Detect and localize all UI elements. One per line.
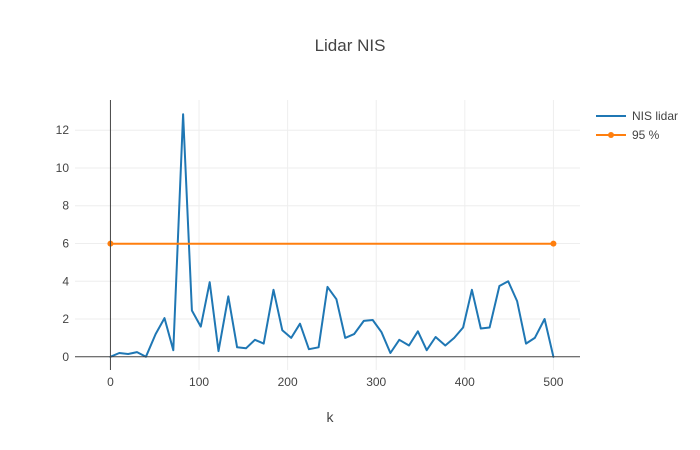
x-tick-label: 200 — [278, 375, 298, 389]
y-tick-label: 0 — [62, 350, 69, 364]
plot-series — [107, 113, 557, 358]
legend-label: 95 % — [632, 128, 660, 142]
x-tick-label: 500 — [543, 375, 563, 389]
chart-title: Lidar NIS — [315, 36, 386, 55]
x-tick-label: 300 — [366, 375, 386, 389]
y-tick-label: 6 — [62, 236, 69, 250]
grid — [75, 100, 580, 370]
legend[interactable]: NIS lidar 95 % — [596, 109, 678, 142]
y-tick-label: 2 — [62, 312, 69, 326]
legend-label: NIS lidar — [632, 109, 678, 123]
y-tick-label: 10 — [56, 161, 70, 175]
y-tick-label: 8 — [62, 199, 69, 213]
axes: 0 100 200 300 400 500 0 2 4 6 8 10 12 — [56, 100, 580, 389]
legend-marker — [608, 132, 614, 138]
y-tick-label: 12 — [56, 123, 70, 137]
x-tick-label: 400 — [455, 375, 475, 389]
y-tick-label: 4 — [62, 274, 69, 288]
legend-item-threshold-95[interactable]: 95 % — [596, 128, 660, 142]
x-tick-label: 0 — [107, 375, 114, 389]
x-tick-label: 100 — [189, 375, 209, 389]
x-axis-label: k — [327, 409, 335, 425]
legend-item-nis-lidar[interactable]: NIS lidar — [596, 109, 678, 123]
series-line-nis-lidar — [109, 113, 555, 358]
series-point — [550, 240, 557, 247]
